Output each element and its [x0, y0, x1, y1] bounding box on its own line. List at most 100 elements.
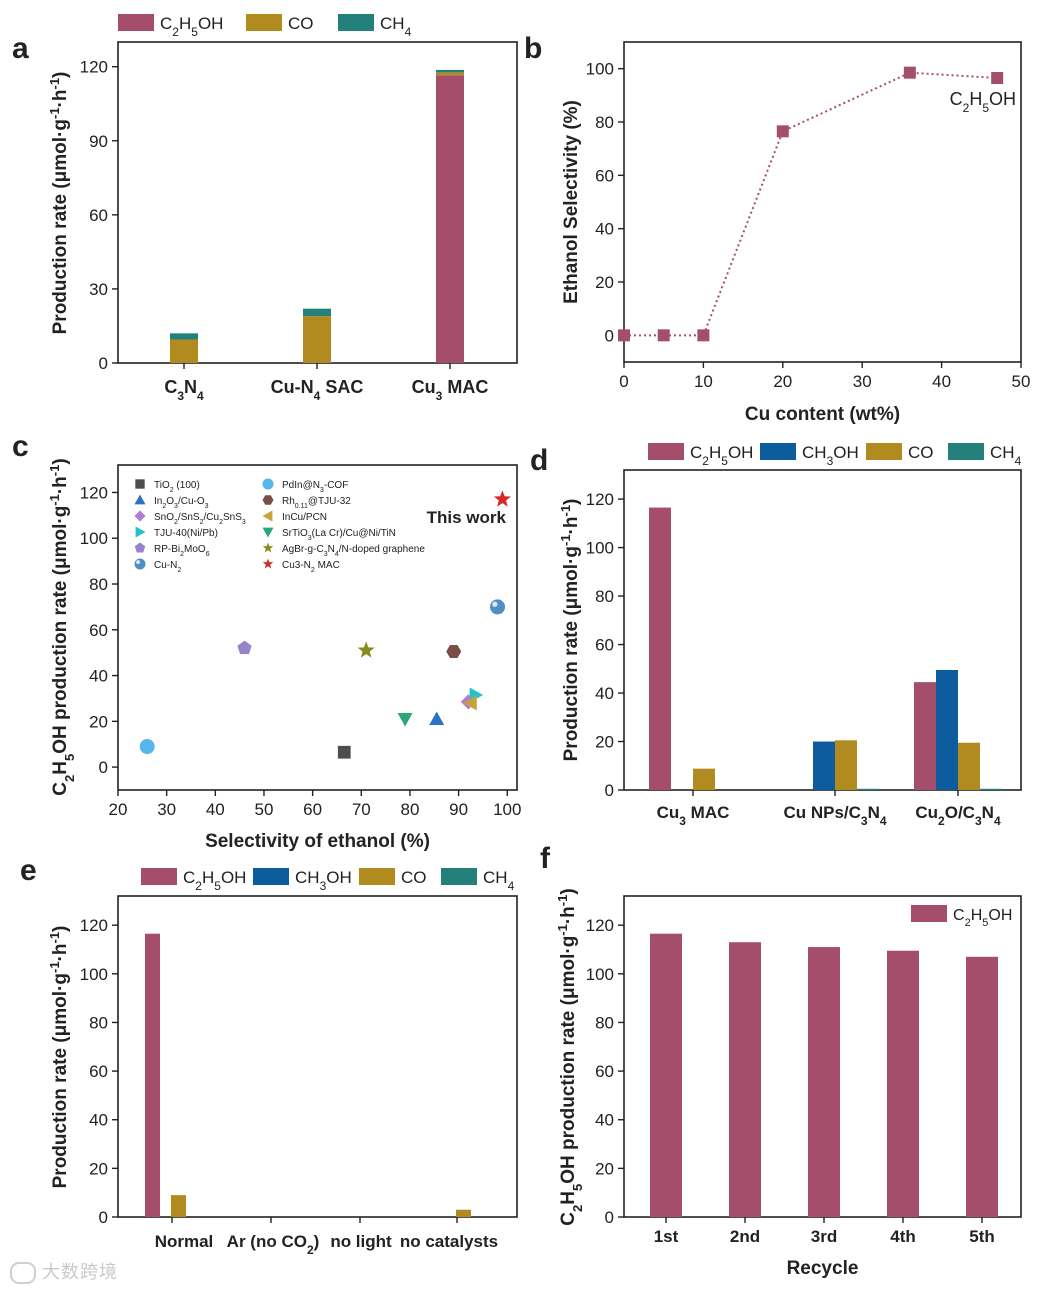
panel-c-legend-label-left-5: Cu-N2 [154, 560, 181, 574]
panel-a-legend-label-co: CO [288, 14, 314, 33]
panel-f-bar-c2h5oh [966, 956, 998, 1217]
panel-c-legend-label-left-4: RP-Bi2MoO6 [154, 544, 210, 558]
panel-c-xtick-label: 50 [255, 800, 274, 819]
panel-d-ytick-label: 20 [595, 733, 614, 752]
panel-c-legend-marker-left-1 [134, 494, 146, 505]
panel-d-legend-swatch-co [866, 443, 902, 460]
panel-a-legend-swatch-co [246, 14, 282, 31]
panel-d-legend-label-ch4: CH4 [990, 443, 1022, 468]
panel-d-bar-co [958, 742, 980, 790]
panel-e-xtick-label: Ar (no CO2) [227, 1232, 320, 1257]
panel-letter-c: c [12, 430, 29, 463]
panel-c-legend-marker-right-3 [262, 527, 274, 538]
panel-e-ytick-label: 20 [89, 1159, 108, 1178]
panel-f-ytick-label: 60 [595, 1062, 614, 1081]
panel-e-ylabel: Production rate (μmol·g-1·h-1) [47, 926, 72, 1189]
panel-d-legend-swatch-ch4 [948, 443, 984, 460]
panel-b-point [776, 125, 789, 138]
panel-c-point-7 [446, 645, 462, 659]
panel-c-xtick-label: 40 [206, 800, 225, 819]
panel-e-legend-swatch-ch4 [441, 868, 477, 885]
panel-a-bar-ch4 [436, 69, 464, 73]
panel-a-legend-label-c2h5oh: C2H5OH [160, 14, 223, 39]
panel-d-ytick-label: 40 [595, 684, 614, 703]
panel-f-ytick-label: 120 [586, 916, 614, 935]
panel-b-frame [623, 41, 1022, 363]
panel-c-legend-label-right-2: InCu/PCN [282, 512, 327, 523]
panel-e-legend-swatch-co [359, 868, 395, 885]
panel-f-bar-c2h5oh [650, 933, 682, 1217]
panel-b-point [991, 72, 1004, 84]
panel-f-ytick-label: 0 [605, 1208, 614, 1227]
panel-b-point [903, 66, 916, 79]
panel-c-legend-label-right-0: PdIn@N3-COF [282, 480, 348, 494]
panel-e-legend-label-ch3oh: CH3OH [295, 868, 352, 893]
panel-c-legend-label-right-3: SrTiO3(La Cr)/Cu@Ni/TiN [282, 528, 396, 542]
panel-d-xtick-label: Cu NPs/C3N4 [783, 803, 886, 828]
panel-b-series-line [624, 71, 998, 337]
panel-e-frame [117, 895, 518, 1218]
panel-a-bar-co [303, 316, 331, 363]
panel-f-ytick-label: 20 [595, 1159, 614, 1178]
panel-b-ylabel: Ethanol Selectivity (%) [561, 100, 582, 304]
panel-e-ytick-label: 80 [89, 1013, 108, 1032]
watermark-text: 大数跨境 [42, 1262, 118, 1283]
panel-b-point [657, 329, 670, 342]
panel-c-point-11 [493, 490, 511, 507]
panel-c-legend-marker-left-4 [134, 542, 146, 553]
panel-d-legend-label-c2h5oh: C2H5OH [690, 443, 753, 468]
panel-c-point-8 [463, 695, 477, 711]
panel-a-legend-swatch-c2h5oh [118, 14, 154, 31]
panel-e-ytick-label: 100 [80, 965, 108, 984]
panel-c-legend-label-right-5: Cu3-N2 MAC [282, 560, 340, 574]
panel-e-bar-co [456, 1209, 471, 1217]
panel-e-xtick-label: no light [330, 1232, 392, 1251]
panel-f-legend-label-c2h5oh: C2H5OH [953, 907, 1012, 929]
panel-f-xtick-label: 4th [890, 1227, 916, 1246]
panel-c-legend-marker-left-2 [134, 510, 146, 522]
panel-f-xtick-label: 3rd [811, 1227, 837, 1246]
panel-f-xtick-label: 1st [654, 1227, 679, 1246]
panel-d-ytick-label: 120 [586, 490, 614, 509]
panel-f-legend-swatch-c2h5oh [911, 905, 947, 922]
panel-c-ylabel: C2H5OH production rate (μmol·g-1·h-1) [47, 458, 77, 795]
panel-f-bar-c2h5oh [887, 950, 919, 1217]
panel-letter-f: f [540, 842, 551, 875]
panel-b-xtick-label: 40 [932, 372, 951, 391]
panel-b-ytick-label: 60 [595, 166, 614, 185]
panel-d-bar-co [693, 768, 715, 790]
panel-c-point-1 [429, 711, 445, 726]
panel-d-legend-swatch-c2h5oh [648, 443, 684, 460]
panel-d-bar-ch4 [857, 788, 879, 790]
panel-b-series-label: C2H5OH [950, 89, 1016, 115]
panel-f-ylabel: C2H5OH production rate (μmol·g-1·h-1) [555, 888, 585, 1225]
panel-c-legend-marker-left-0 [135, 479, 145, 489]
panel-c-ytick-label: 0 [99, 758, 108, 777]
panel-c-ytick-label: 20 [89, 712, 108, 731]
panel-d-xtick-label: Cu3 MAC [657, 803, 730, 828]
panel-a-bar-co [436, 72, 464, 76]
panel-a-ytick-label: 60 [89, 206, 108, 225]
panel-c-point-0 [337, 745, 351, 759]
panel-c-legend-label-left-2: SnO2/SnS2/Cu2SnS3 [154, 512, 246, 526]
panel-b-ytick-label: 40 [595, 220, 614, 239]
panel-a-ytick-label: 90 [89, 132, 108, 151]
panel-letter-a: a [12, 32, 29, 65]
panel-c-xtick-label: 60 [303, 800, 322, 819]
panel-letter-d: d [530, 444, 548, 477]
panel-e-ytick-label: 120 [80, 916, 108, 935]
panel-b-point [618, 329, 630, 342]
panel-c-point-5 [490, 599, 506, 615]
panel-c-legend-label-left-3: TJU-40(Ni/Pb) [154, 528, 218, 539]
panel-c-legend-marker-left-5-highlight [136, 560, 140, 564]
panel-c-annotation: This work [427, 508, 507, 527]
panel-e-legend-swatch-ch3oh [253, 868, 289, 885]
panel-a-bar-ch4 [303, 308, 331, 317]
panel-f-xtick-label: 2nd [730, 1227, 760, 1246]
panel-c-xtick-label: 100 [493, 800, 521, 819]
panel-c-legend-marker-right-2 [262, 510, 273, 522]
panel-a-legend-swatch-ch4 [338, 14, 374, 31]
panel-b-xtick-label: 50 [1012, 372, 1031, 391]
panel-a-xtick-label: C3N4 [164, 377, 204, 403]
